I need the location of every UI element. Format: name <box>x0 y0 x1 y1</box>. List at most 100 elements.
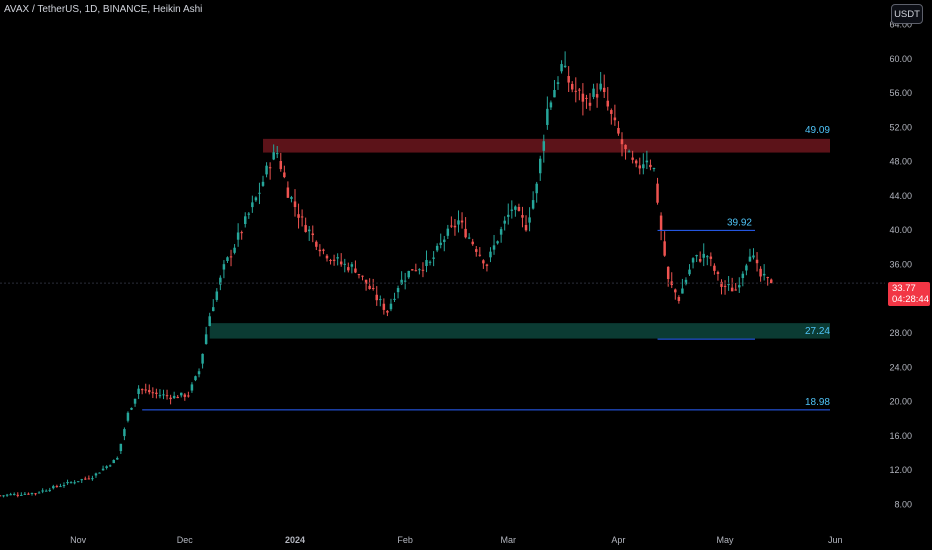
candle-body <box>599 83 602 90</box>
x-tick-label: 2024 <box>285 535 305 545</box>
candle-body <box>254 197 258 201</box>
candle-body <box>553 90 556 98</box>
candle-body <box>585 97 588 99</box>
candle-body <box>627 151 631 153</box>
candle-body <box>386 310 389 313</box>
candles-layer <box>0 51 773 498</box>
candle-body <box>762 273 766 276</box>
candle-body <box>201 353 204 364</box>
candle-body <box>507 214 510 217</box>
candle-body <box>595 94 599 98</box>
candle-body <box>283 172 286 178</box>
candle-body <box>403 280 407 282</box>
chart-title: AVAX / TetherUS, 1D, BINANCE, Heikin Ash… <box>4 4 203 15</box>
candle-body <box>357 274 361 276</box>
candle-body <box>204 334 208 344</box>
candle-body <box>293 201 297 208</box>
candle-body <box>16 494 20 496</box>
candle-body <box>677 297 681 301</box>
axis-layer: 8.0012.0016.0020.0024.0028.0032.0036.004… <box>0 20 912 545</box>
candle-body <box>642 164 645 169</box>
candle-body <box>691 258 695 263</box>
candle-body <box>23 493 27 495</box>
candle-body <box>123 429 126 437</box>
y-tick-label: 20.00 <box>889 397 912 407</box>
levels-layer: 49.09 39.92 27.24 18.98 <box>142 125 830 411</box>
candle-body <box>666 266 670 279</box>
candle-body <box>119 443 123 452</box>
candle-body <box>315 241 318 247</box>
candle-body <box>592 88 595 97</box>
candle-body <box>371 288 375 290</box>
candle-body <box>137 388 140 394</box>
candle-body <box>350 264 354 267</box>
candle-body <box>190 384 194 391</box>
candle-body <box>727 284 730 286</box>
candle-body <box>126 412 130 421</box>
candle-body <box>98 472 101 474</box>
level-label: 49.09 <box>805 125 830 136</box>
candle-body <box>460 220 464 223</box>
candle-body <box>730 287 734 292</box>
candle-body <box>222 264 226 270</box>
candle-body <box>453 225 457 228</box>
candle-body <box>428 261 432 263</box>
candle-body <box>268 167 272 169</box>
candle-body <box>400 279 403 285</box>
resistance-zone <box>263 138 830 153</box>
candle-body <box>169 397 172 400</box>
candle-body <box>389 303 393 310</box>
y-tick-label: 52.00 <box>889 122 912 132</box>
currency-button[interactable]: USDT <box>891 4 923 24</box>
candle-body <box>322 249 325 251</box>
candle-body <box>396 288 400 293</box>
candle-body <box>482 260 485 264</box>
candle-body <box>563 65 567 67</box>
candle-body <box>379 299 382 301</box>
candle-body <box>108 465 112 467</box>
candle-body <box>41 490 44 492</box>
candle-body <box>368 285 371 289</box>
candle-body <box>535 183 538 194</box>
last-price-value: 33.77 <box>892 283 916 294</box>
candle-body <box>656 183 659 203</box>
candle-body <box>197 371 201 375</box>
candle-body <box>155 392 158 395</box>
candle-body <box>247 213 251 215</box>
candle-body <box>286 187 290 198</box>
candle-body <box>80 479 83 481</box>
candle-body <box>602 87 606 93</box>
candle-body <box>450 225 453 227</box>
support-zone <box>209 323 830 339</box>
candle-body <box>112 460 115 464</box>
candle-body <box>738 285 741 288</box>
x-tick-label: Mar <box>501 535 517 545</box>
candle-body <box>698 259 702 262</box>
candle-body <box>475 249 478 252</box>
candle-body <box>748 256 752 262</box>
candle-body <box>755 259 759 264</box>
candle-body <box>2 495 5 497</box>
candle-body <box>318 249 322 252</box>
candle-body <box>240 232 243 234</box>
candle-body <box>382 303 386 310</box>
y-tick-label: 60.00 <box>889 54 912 64</box>
candle-body <box>101 468 105 471</box>
candle-body <box>528 217 531 223</box>
candle-body <box>464 228 467 238</box>
candle-body <box>546 108 549 125</box>
candle-body <box>432 257 435 259</box>
candle-body <box>364 279 368 284</box>
y-tick-label: 28.00 <box>889 328 912 338</box>
candle-body <box>709 256 713 259</box>
candle-body <box>91 478 94 480</box>
y-tick-label: 48.00 <box>889 157 912 167</box>
candle-body <box>549 102 553 108</box>
candle-body <box>329 260 332 262</box>
y-tick-label: 44.00 <box>889 191 912 201</box>
level-label: 18.98 <box>805 397 830 408</box>
candle-body <box>297 214 300 218</box>
candle-body <box>492 245 496 250</box>
candle-body <box>670 281 673 286</box>
